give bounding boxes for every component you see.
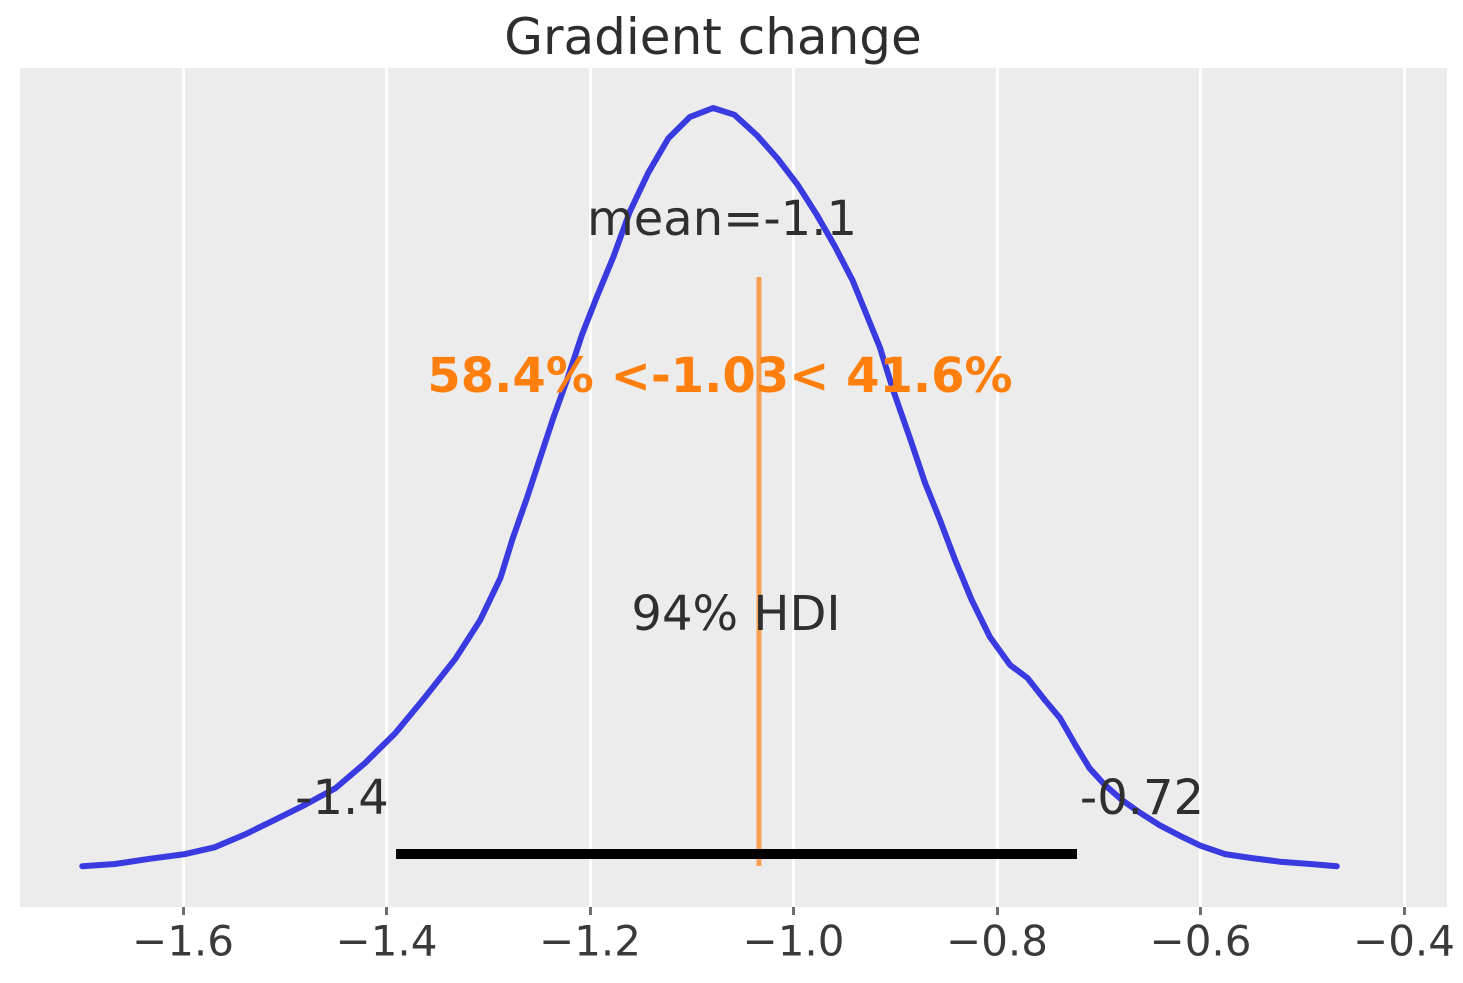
gridline bbox=[1402, 68, 1406, 907]
gridline bbox=[385, 68, 388, 907]
gridline bbox=[1199, 68, 1202, 907]
x-axis-tick bbox=[181, 907, 185, 915]
x-axis-tick bbox=[995, 907, 999, 915]
x-axis-tick-label: −1.0 bbox=[742, 916, 845, 966]
x-axis-tick bbox=[385, 907, 388, 915]
x-axis-tick bbox=[1402, 907, 1406, 915]
gridline bbox=[588, 68, 592, 907]
gridline bbox=[995, 68, 999, 907]
mean-label: mean=-1.1 bbox=[587, 191, 857, 247]
hdi-lower-label: -1.4 bbox=[295, 770, 389, 826]
ref-value-label: 58.4% <-1.03< 41.6% bbox=[427, 348, 1013, 404]
chart-title: Gradient change bbox=[504, 8, 922, 66]
gridline bbox=[181, 68, 185, 907]
kde-curve bbox=[79, 105, 1340, 870]
x-axis-tick-label: −1.6 bbox=[132, 916, 234, 966]
x-axis-tick-label: −0.6 bbox=[1149, 916, 1252, 966]
plot-area bbox=[20, 68, 1447, 907]
gridline bbox=[792, 68, 795, 907]
x-axis-tick-label: −1.2 bbox=[539, 916, 641, 966]
hdi-upper-label: -0.72 bbox=[1079, 770, 1205, 826]
x-axis-tick-label: −1.4 bbox=[335, 916, 438, 966]
hdi-percent-label: 94% HDI bbox=[631, 586, 841, 642]
x-axis-tick bbox=[792, 907, 795, 915]
x-axis-tick-label: −0.4 bbox=[1353, 916, 1455, 966]
x-axis-tick bbox=[588, 907, 592, 915]
x-axis-tick bbox=[1199, 907, 1202, 915]
x-axis-tick-label: −0.8 bbox=[946, 916, 1048, 966]
